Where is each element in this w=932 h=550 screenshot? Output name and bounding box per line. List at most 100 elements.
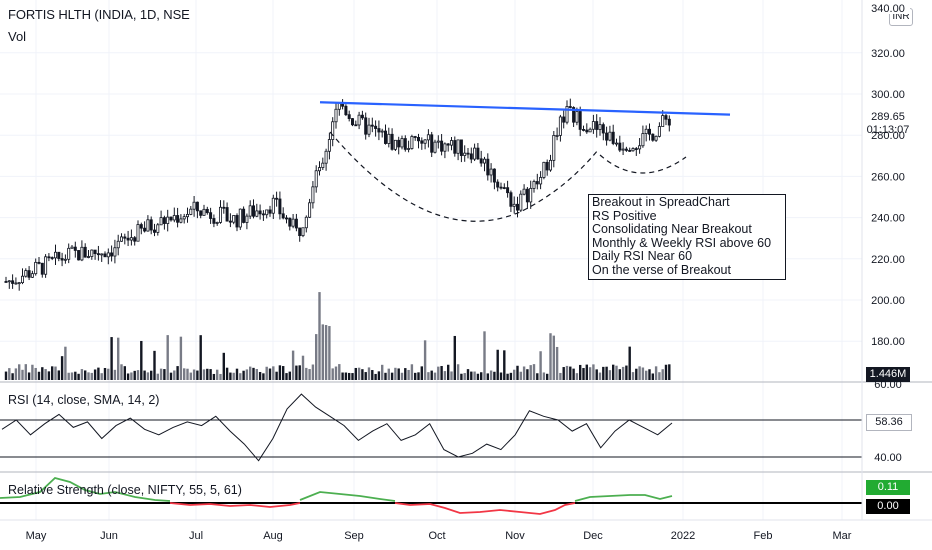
- candle-body: [70, 246, 74, 249]
- volume-bar: [447, 364, 450, 380]
- candle-body: [116, 240, 120, 249]
- rs-label: Relative Strength (close, NIFTY, 55, 5, …: [8, 483, 242, 497]
- volume-bar: [219, 373, 222, 380]
- candle-body: [433, 141, 437, 153]
- volume-bar: [275, 371, 278, 380]
- volume-bar: [245, 369, 249, 380]
- candle-body: [380, 130, 384, 133]
- breakout-trendline[interactable]: [319, 101, 731, 116]
- candle-body: [621, 148, 625, 151]
- candle-body: [238, 208, 242, 228]
- rs-negative-line: [394, 502, 576, 515]
- volume-bar: [14, 368, 18, 380]
- volume-bar: [242, 370, 245, 380]
- volume-bar: [615, 365, 618, 380]
- volume-bar: [654, 366, 658, 380]
- candle-body: [40, 262, 44, 275]
- volume-bar: [420, 366, 423, 380]
- volume-bar: [11, 373, 14, 380]
- candle-body: [205, 208, 209, 214]
- volume-bar: [404, 368, 407, 380]
- candle-body: [387, 133, 391, 144]
- volume-bar: [341, 372, 344, 380]
- price-tick-label: 240.00: [871, 213, 905, 225]
- volume-bar: [47, 371, 51, 380]
- candle-body: [304, 216, 308, 229]
- candle-body: [172, 215, 176, 221]
- volume-bar: [80, 369, 84, 380]
- time-tick-label: Feb: [754, 530, 773, 542]
- candle-body: [654, 135, 658, 141]
- volume-bar: [295, 365, 298, 380]
- volume-bar: [381, 364, 384, 380]
- candle-body: [311, 186, 315, 204]
- volume-bar: [608, 370, 612, 380]
- candle-body: [120, 236, 124, 242]
- volume-bar: [638, 366, 641, 380]
- candle-body: [83, 246, 87, 258]
- candle-body: [139, 224, 143, 229]
- candle-body: [159, 217, 163, 226]
- volume-bar: [423, 340, 427, 380]
- volume-bar: [179, 336, 183, 380]
- volume-bar: [427, 372, 430, 380]
- candle-body: [129, 237, 133, 241]
- volume-bar: [417, 372, 420, 380]
- candle-body: [440, 140, 444, 152]
- volume-bar: [579, 364, 582, 380]
- candle-body: [601, 124, 605, 134]
- volume-bar: [612, 364, 615, 380]
- volume-bar: [598, 372, 602, 380]
- annotation-box[interactable]: Breakout in SpreadChart RS Positive Cons…: [588, 194, 786, 280]
- candle-body: [275, 197, 279, 200]
- volume-bar: [668, 364, 671, 380]
- volume-bar: [206, 368, 209, 380]
- price-tick-label: 280.00: [871, 130, 905, 142]
- volume-bar: [440, 366, 443, 380]
- volume-bar: [387, 368, 390, 380]
- rsi-line: [1, 393, 673, 462]
- candle-body: [77, 250, 81, 261]
- candle-body: [281, 213, 285, 219]
- volume-bar: [113, 369, 117, 380]
- candle-body: [499, 186, 503, 189]
- candle-body: [522, 188, 526, 195]
- volume-bar: [212, 373, 216, 380]
- candle-body: [555, 134, 559, 137]
- volume-bar: [126, 373, 130, 380]
- volume-bar: [77, 373, 80, 380]
- volume-bar: [334, 366, 338, 380]
- candle-body: [532, 181, 536, 189]
- candle-body: [60, 258, 64, 261]
- volume-bar: [555, 346, 559, 380]
- volume-bar: [120, 364, 123, 380]
- volume-bar: [268, 368, 272, 380]
- candle-body: [525, 188, 529, 203]
- volume-bar: [8, 368, 11, 380]
- candle-body: [37, 261, 41, 264]
- volume-bar: [44, 369, 47, 380]
- candle-body: [479, 158, 483, 164]
- rs-positive-line: [299, 491, 396, 502]
- candle-body: [486, 158, 490, 176]
- volume-bar: [371, 370, 374, 380]
- candle-body: [657, 126, 661, 137]
- volume-bar: [183, 368, 186, 380]
- volume-bar: [258, 371, 262, 380]
- candle-body: [162, 217, 166, 224]
- volume-bar: [664, 364, 668, 380]
- volume-bar: [354, 367, 357, 380]
- candle-body: [638, 145, 642, 150]
- candle-body: [225, 207, 229, 222]
- volume-bar: [291, 350, 295, 380]
- volume-bar: [117, 337, 120, 380]
- candle-body: [545, 161, 549, 171]
- volume-bar: [648, 369, 651, 380]
- volume-bar: [176, 366, 179, 380]
- volume-bar: [202, 369, 206, 380]
- volume-bar: [529, 365, 532, 380]
- candle-body: [20, 275, 24, 284]
- candle-body: [123, 236, 127, 239]
- volume-bar: [324, 325, 328, 380]
- volume-bar: [651, 373, 654, 380]
